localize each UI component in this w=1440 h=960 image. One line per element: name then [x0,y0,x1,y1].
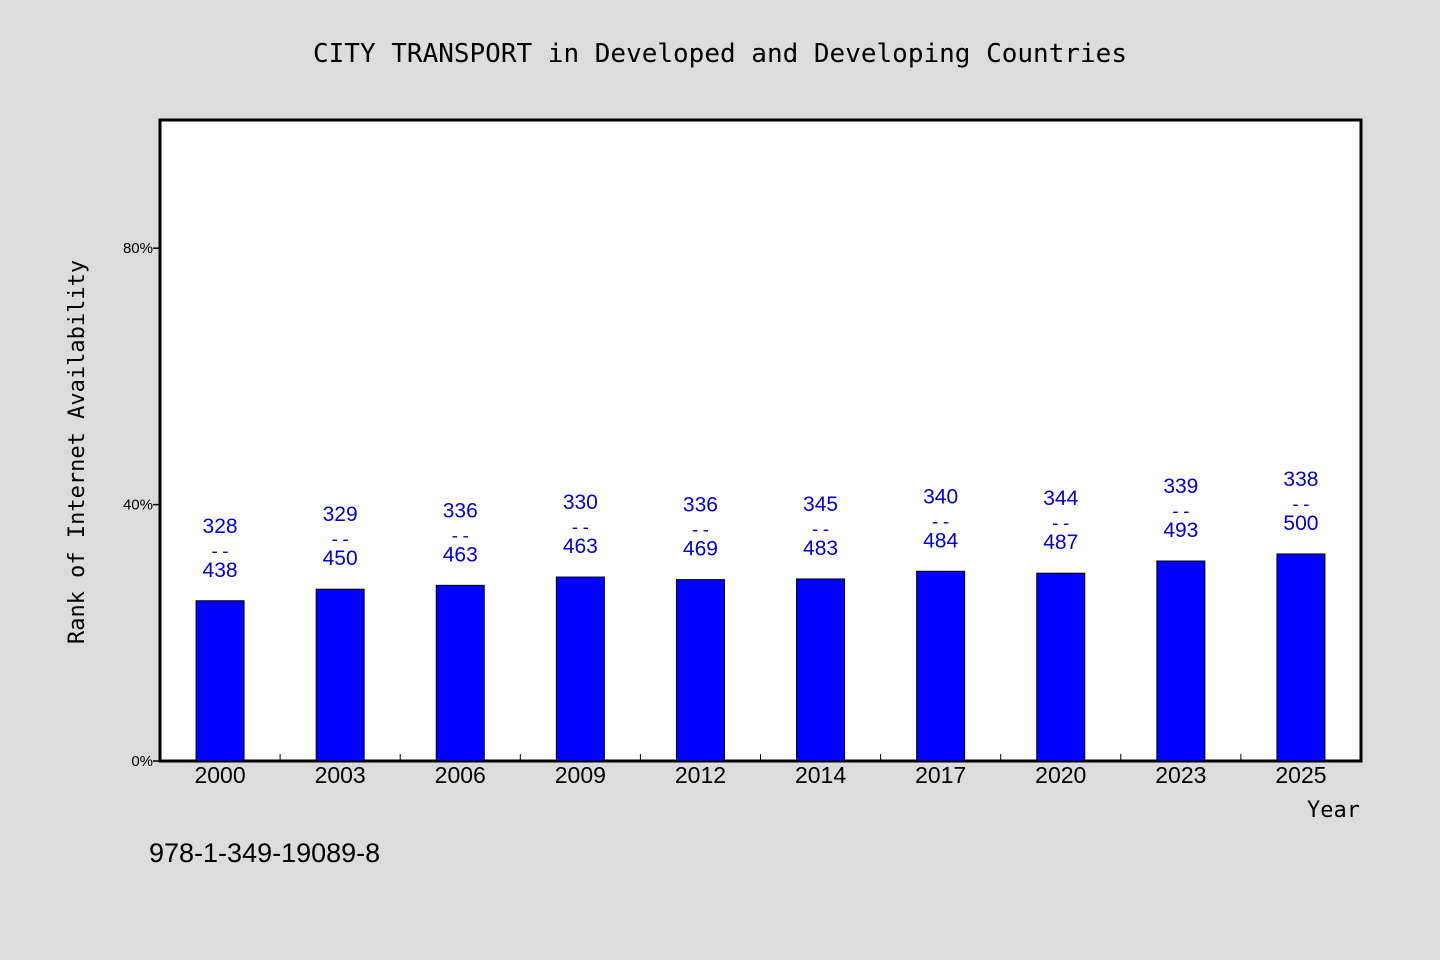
data-label-separator: -- [449,525,471,546]
data-label-top: 336 [443,499,478,522]
y-axis: 0% 40% 80% [123,240,160,770]
bar [195,600,245,762]
data-label-top: 345 [803,493,838,516]
y-tick-label: 40% [123,497,153,514]
x-tick-label: 2020 [1035,762,1086,788]
x-tick-label: 2012 [675,762,726,788]
bar [1156,560,1206,762]
data-label-top: 340 [923,485,958,508]
x-axis-label: Year [1307,798,1360,823]
data-label-top: 328 [203,515,238,538]
y-tick-label: 0% [131,753,153,770]
bar [675,579,725,762]
x-tick-label: 2014 [795,762,846,788]
bar [796,578,846,762]
data-labels: 328--438329--450336--463330--463336--469… [203,468,1319,582]
x-tick-label: 2006 [435,762,486,788]
data-label-separator: -- [570,517,592,538]
data-label-separator: -- [329,529,351,550]
data-label-separator: -- [930,511,952,532]
data-label-bottom: 463 [563,535,598,558]
x-tick-label: 2009 [555,762,606,788]
data-label-bottom: 469 [683,538,718,561]
data-label-separator: -- [1290,494,1312,515]
bar [916,570,966,762]
data-label-bottom: 500 [1283,512,1318,535]
footnote-isbn: 978-1-349-19089-8 [149,838,380,868]
bar [1276,553,1326,762]
chart-title: CITY TRANSPORT in Developed and Developi… [313,39,1127,69]
y-axis-label: Rank of Internet Availability [65,260,90,644]
data-label-separator: -- [209,541,231,562]
data-label-top: 329 [323,503,358,526]
data-label-separator: -- [690,520,712,541]
data-label-bottom: 487 [1043,531,1078,554]
data-label-bottom: 438 [203,559,238,582]
bar [555,576,605,762]
data-label-bottom: 484 [923,529,958,552]
data-label-bottom: 463 [443,543,478,566]
data-label-separator: -- [810,519,832,540]
bar [315,588,365,762]
data-label-bottom: 450 [323,547,358,570]
data-label-top: 339 [1163,475,1198,498]
data-label-top: 338 [1283,468,1318,491]
bar [1036,572,1086,762]
x-tick-label: 2000 [194,762,245,788]
x-tick-label: 2003 [315,762,366,788]
data-label-separator: -- [1170,501,1192,522]
x-tick-label: 2017 [915,762,966,788]
y-tick-label: 80% [123,240,153,257]
x-tick-label: 2025 [1275,762,1326,788]
bar [435,584,485,762]
x-axis: 2000 2003 2006 2009 2012 2014 2017 2020 2023 2025 [194,754,1327,788]
data-label-bottom: 483 [803,537,838,560]
data-label-top: 336 [683,494,718,517]
data-label-top: 330 [563,491,598,514]
data-label-top: 344 [1043,487,1078,510]
bar-series [195,553,1326,762]
data-label-separator: -- [1050,513,1072,534]
data-label-bottom: 493 [1163,519,1198,542]
x-tick-label: 2023 [1155,762,1206,788]
